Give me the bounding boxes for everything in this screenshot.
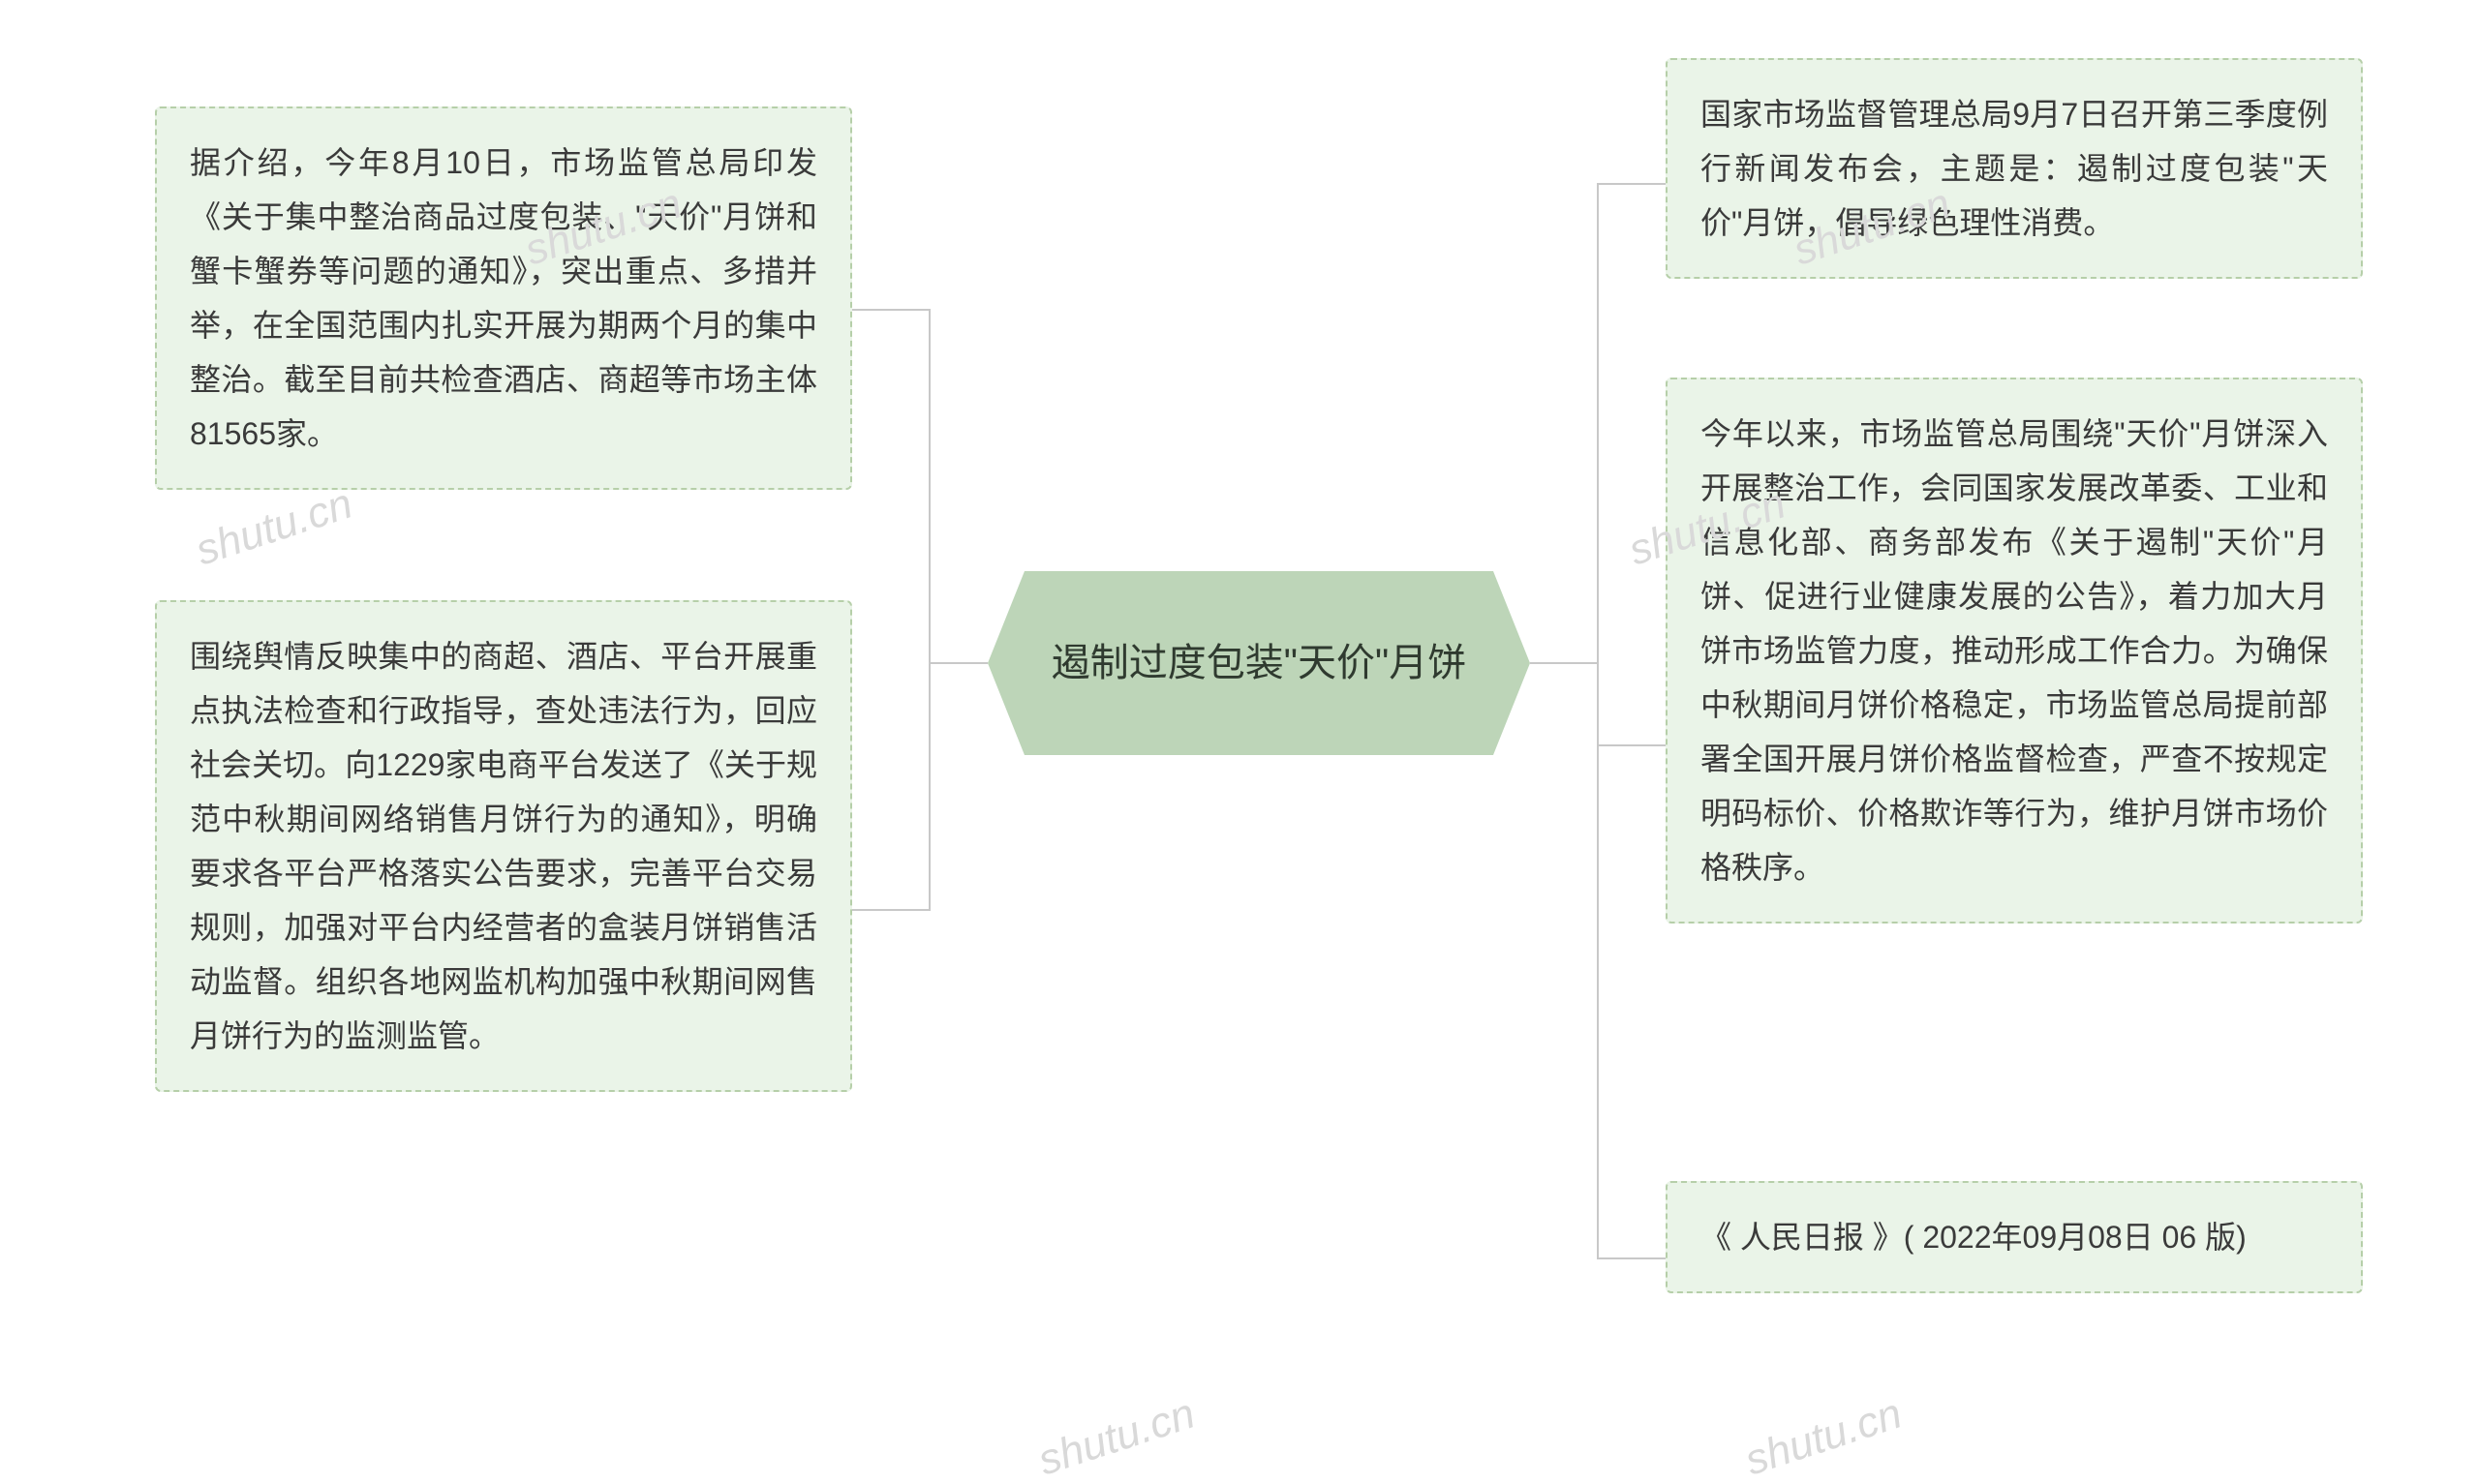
leaf-text: 国家市场监督管理总局9月7日召开第三季度例行新闻发布会，主题是：遏制过度包装"天… bbox=[1700, 97, 2328, 240]
leaf-text: 《 人民日报 》( 2022年09月08日 06 版) bbox=[1700, 1220, 2247, 1255]
mindmap-leaf-right-2[interactable]: 今年以来，市场监管总局围绕"天价"月饼深入开展整治工作，会同国家发展改革委、工业… bbox=[1666, 378, 2363, 924]
leaf-text: 今年以来，市场监管总局围绕"天价"月饼深入开展整治工作，会同国家发展改革委、工业… bbox=[1700, 416, 2328, 885]
leaf-text: 围绕舆情反映集中的商超、酒店、平台开展重点执法检查和行政指导，查处违法行为，回应… bbox=[190, 639, 817, 1053]
mindmap-leaf-left-1[interactable]: 据介绍，今年8月10日，市场监管总局印发《关于集中整治商品过度包装、"天价"月饼… bbox=[155, 106, 852, 490]
watermark: shutu.cn bbox=[1032, 1390, 1201, 1484]
leaf-text: 据介绍，今年8月10日，市场监管总局印发《关于集中整治商品过度包装、"天价"月饼… bbox=[190, 145, 817, 451]
center-node-label: 遏制过度包装"天价"月饼 bbox=[1052, 632, 1466, 694]
mindmap-leaf-right-1[interactable]: 国家市场监督管理总局9月7日召开第三季度例行新闻发布会，主题是：遏制过度包装"天… bbox=[1666, 58, 2363, 279]
mindmap-leaf-left-2[interactable]: 围绕舆情反映集中的商超、酒店、平台开展重点执法检查和行政指导，查处违法行为，回应… bbox=[155, 600, 852, 1092]
mindmap-leaf-right-3[interactable]: 《 人民日报 》( 2022年09月08日 06 版) bbox=[1666, 1181, 2363, 1293]
watermark: shutu.cn bbox=[190, 480, 358, 576]
watermark: shutu.cn bbox=[1739, 1390, 1908, 1484]
mindmap-center-node[interactable]: 遏制过度包装"天价"月饼 bbox=[988, 571, 1530, 755]
